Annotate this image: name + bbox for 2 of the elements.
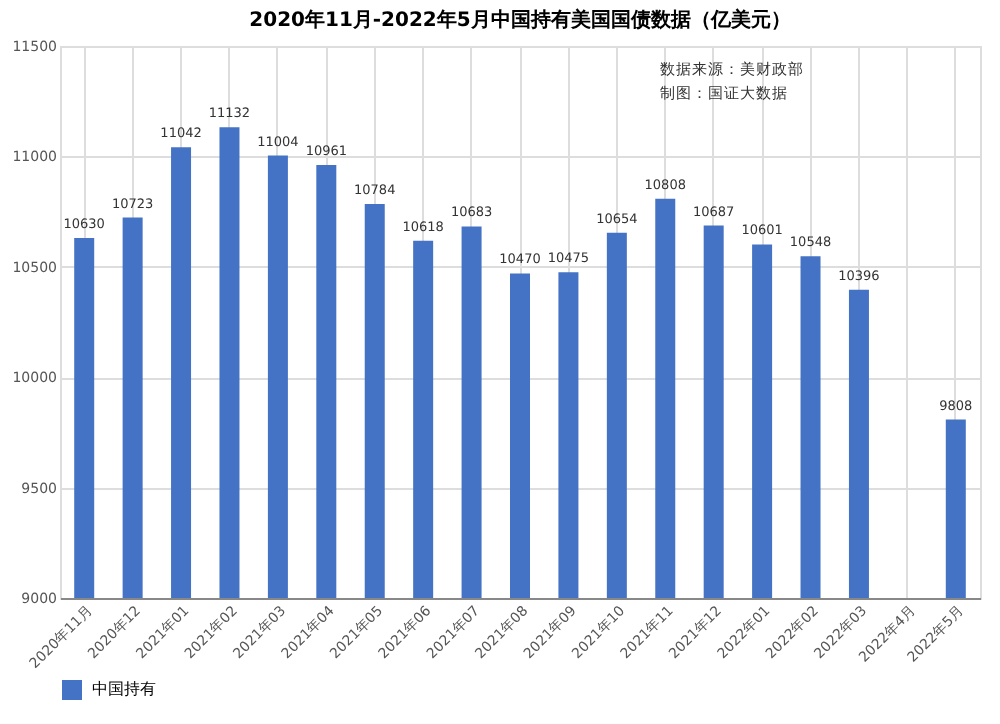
legend-label: 中国持有 [92,680,156,698]
chart-title: 2020年11月-2022年5月中国持有美国国债数据（亿美元） [249,8,791,32]
